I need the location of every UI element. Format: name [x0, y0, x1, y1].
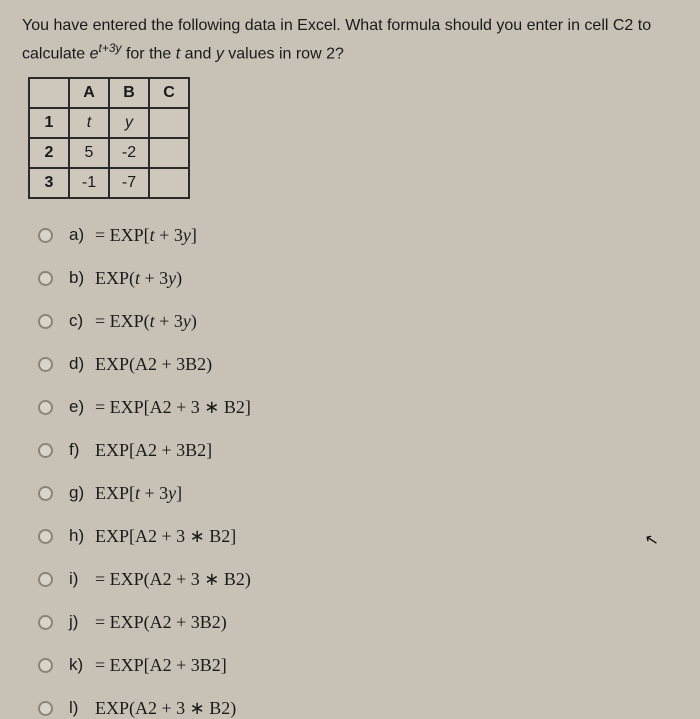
option-letter: a)	[69, 225, 95, 245]
question-line2-post: values in row 2?	[224, 45, 344, 62]
option-letter: f)	[69, 440, 95, 460]
rownum-2: 2	[29, 138, 69, 168]
option-letter: h)	[69, 526, 95, 546]
option-formula: = EXP(A2 + 3 ∗ B2)	[95, 569, 251, 590]
option-row[interactable]: i)= EXP(A2 + 3 ∗ B2)	[38, 569, 682, 590]
option-letter: c)	[69, 311, 95, 331]
radio-button[interactable]	[38, 400, 53, 415]
table-row: 1 t y	[29, 108, 189, 138]
rownum-1: 1	[29, 108, 69, 138]
radio-button[interactable]	[38, 228, 53, 243]
option-row[interactable]: e)= EXP[A2 + 3 ∗ B2]	[38, 397, 682, 418]
question-line2-and: and	[180, 45, 216, 62]
cell-a2: 5	[69, 138, 109, 168]
option-formula: = EXP[t + 3y]	[95, 225, 197, 246]
radio-button[interactable]	[38, 701, 53, 716]
option-row[interactable]: c)= EXP(t + 3y)	[38, 311, 682, 332]
option-letter: l)	[69, 698, 95, 718]
option-row[interactable]: l)EXP(A2 + 3 ∗ B2)	[38, 698, 682, 719]
cell-c2	[149, 138, 189, 168]
option-row[interactable]: d)EXP(A2 + 3B2)	[38, 354, 682, 375]
option-letter: g)	[69, 483, 95, 503]
header-a: A	[69, 78, 109, 108]
table-row: 3 -1 -7	[29, 168, 189, 198]
option-formula: EXP[A2 + 3 ∗ B2]	[95, 526, 236, 547]
option-row[interactable]: h)EXP[A2 + 3 ∗ B2]	[38, 526, 682, 547]
option-formula: EXP(t + 3y)	[95, 268, 182, 289]
option-row[interactable]: j)= EXP(A2 + 3B2)	[38, 612, 682, 633]
option-formula: EXP[t + 3y]	[95, 483, 182, 504]
cell-b3: -7	[109, 168, 149, 198]
question-line2-pre: calculate	[22, 45, 90, 62]
option-letter: j)	[69, 612, 95, 632]
option-formula: = EXP(t + 3y)	[95, 311, 197, 332]
exp-superscript: t+3y	[99, 41, 122, 55]
table-header-row: A B C	[29, 78, 189, 108]
radio-button[interactable]	[38, 572, 53, 587]
cell-c3	[149, 168, 189, 198]
option-formula: EXP[A2 + 3B2]	[95, 440, 212, 461]
var-y: y	[216, 45, 224, 62]
option-row[interactable]: g)EXP[t + 3y]	[38, 483, 682, 504]
radio-button[interactable]	[38, 357, 53, 372]
option-row[interactable]: f)EXP[A2 + 3B2]	[38, 440, 682, 461]
radio-button[interactable]	[38, 271, 53, 286]
cell-c1	[149, 108, 189, 138]
option-row[interactable]: b)EXP(t + 3y)	[38, 268, 682, 289]
radio-button[interactable]	[38, 529, 53, 544]
option-formula: EXP(A2 + 3B2)	[95, 354, 212, 375]
cell-b2: -2	[109, 138, 149, 168]
radio-button[interactable]	[38, 486, 53, 501]
option-letter: i)	[69, 569, 95, 589]
question-line1: You have entered the following data in E…	[22, 17, 651, 34]
answer-options: a)= EXP[t + 3y] b)EXP(t + 3y) c)= EXP(t + …	[22, 225, 682, 719]
radio-button[interactable]	[38, 658, 53, 673]
cell-a1: t	[69, 108, 109, 138]
header-c: C	[149, 78, 189, 108]
option-letter: k)	[69, 655, 95, 675]
radio-button[interactable]	[38, 615, 53, 630]
rownum-3: 3	[29, 168, 69, 198]
cell-a3: -1	[69, 168, 109, 198]
exp-base: e	[90, 45, 99, 62]
option-letter: b)	[69, 268, 95, 288]
option-formula: = EXP[A2 + 3B2]	[95, 655, 227, 676]
header-b: B	[109, 78, 149, 108]
data-table: A B C 1 t y 2 5 -2 3 -1 -7	[28, 77, 190, 199]
table-row: 2 5 -2	[29, 138, 189, 168]
question-prompt: You have entered the following data in E…	[22, 14, 682, 67]
option-formula: = EXP(A2 + 3B2)	[95, 612, 227, 633]
radio-button[interactable]	[38, 314, 53, 329]
question-line2-mid: for the	[122, 45, 176, 62]
cell-b1: y	[109, 108, 149, 138]
option-letter: d)	[69, 354, 95, 374]
radio-button[interactable]	[38, 443, 53, 458]
option-row[interactable]: a)= EXP[t + 3y]	[38, 225, 682, 246]
option-formula: EXP(A2 + 3 ∗ B2)	[95, 698, 236, 719]
option-letter: e)	[69, 397, 95, 417]
option-row[interactable]: k)= EXP[A2 + 3B2]	[38, 655, 682, 676]
header-blank	[29, 78, 69, 108]
option-formula: = EXP[A2 + 3 ∗ B2]	[95, 397, 251, 418]
